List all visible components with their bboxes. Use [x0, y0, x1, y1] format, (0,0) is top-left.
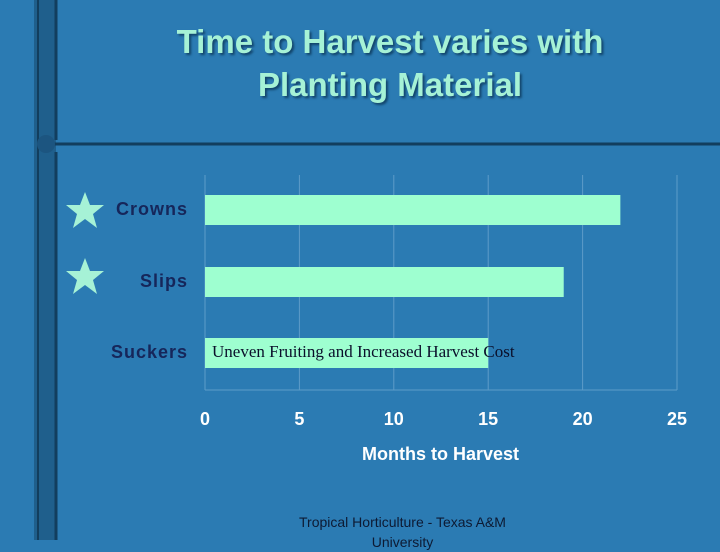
chart: 0 5 10 15 20 25 Crowns Slips Suckers Uneven Fruit…: [34, 0, 720, 540]
decor-dot: [37, 135, 55, 153]
y-tick-label: Crowns: [116, 199, 188, 219]
left-band: [34, 0, 56, 540]
x-tick-label: 20: [573, 409, 593, 429]
y-tick-label: Slips: [140, 271, 188, 291]
star: [66, 258, 104, 294]
x-axis-label: Months to Harvest: [362, 444, 519, 464]
x-tick-label: 25: [667, 409, 687, 429]
bar: [205, 195, 621, 225]
slide: {"chart_data": {"type": "bar", "orientat…: [34, 0, 720, 550]
x-tick-label: 0: [200, 409, 210, 429]
bar: [205, 267, 564, 297]
chart-title: Time to Harvest varies with Planting Mat…: [176, 23, 604, 103]
y-tick-label: Suckers: [111, 342, 188, 362]
bar: [205, 338, 489, 368]
x-tick-label: 5: [294, 409, 304, 429]
footer: Tropical Horticulture - Texas A&M Univer…: [299, 514, 506, 550]
x-tick-label: 10: [384, 409, 404, 429]
star: [66, 192, 104, 228]
x-tick-label: 15: [478, 409, 498, 429]
annotation: Uneven Fruiting and Increased Harvest Co…: [212, 342, 515, 361]
